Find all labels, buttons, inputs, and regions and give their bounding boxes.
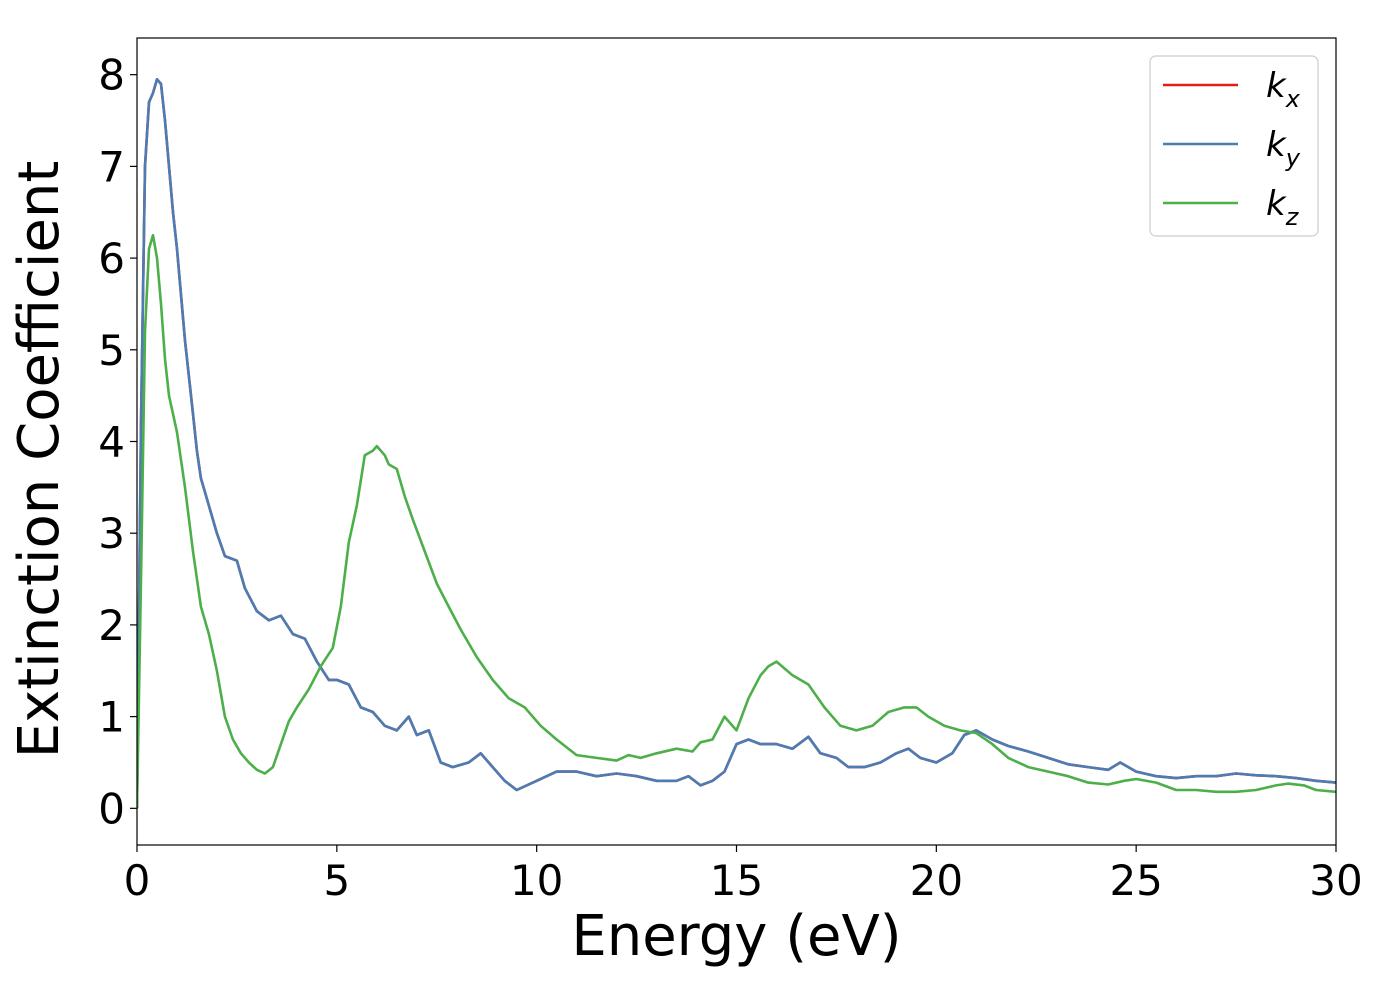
x-tick-label: 30 — [1309, 856, 1362, 905]
y-axis-title: Extinction Coefficient — [7, 161, 72, 759]
y-tick-label: 2 — [98, 601, 125, 650]
legend-label-y: ky — [1266, 125, 1301, 172]
x-tick-label: 25 — [1109, 856, 1162, 905]
x-tick-label: 0 — [124, 856, 151, 905]
y-tick-label: 6 — [98, 234, 125, 283]
y-tick-label: 8 — [98, 51, 125, 100]
y-tick-label: 0 — [98, 784, 125, 833]
x-tick-label: 15 — [710, 856, 763, 905]
legend-label-z: kz — [1266, 184, 1300, 231]
legend-box — [1149, 55, 1319, 237]
y-tick-label: 3 — [98, 509, 125, 558]
series-line-y — [137, 78, 1336, 809]
x-tick-label: 10 — [510, 856, 563, 905]
y-axis-ticks: 0 1 2 3 4 5 6 7 8 — [98, 51, 137, 833]
legend: kx ky kz — [1149, 55, 1319, 237]
series-line-z — [137, 233, 1336, 809]
series-layer — [137, 78, 1336, 809]
y-tick-label: 5 — [98, 326, 125, 375]
x-axis-title: Energy (eV) — [571, 904, 901, 969]
y-tick-label: 4 — [98, 418, 125, 467]
x-tick-label: 5 — [323, 856, 350, 905]
x-tick-label: 20 — [910, 856, 963, 905]
y-tick-label: 1 — [98, 693, 125, 742]
y-tick-label: 7 — [98, 142, 125, 191]
x-axis-ticks: 0 5 10 15 20 25 30 — [124, 845, 1363, 905]
legend-label-x: kx — [1266, 66, 1301, 113]
